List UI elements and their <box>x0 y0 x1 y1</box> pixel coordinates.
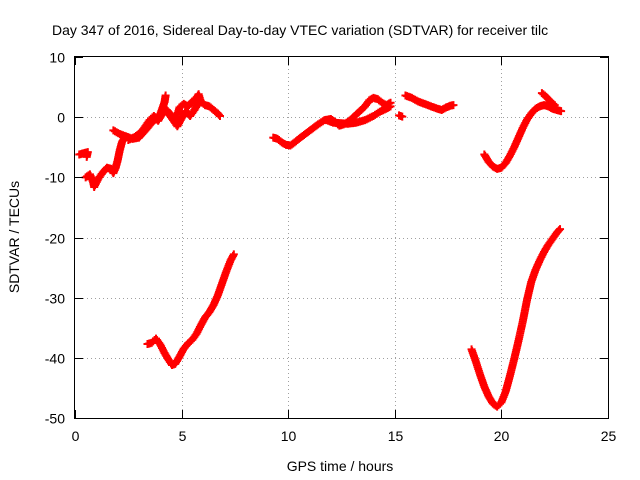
data-point <box>194 98 203 107</box>
y-tick-label: -10 <box>45 170 65 186</box>
data-point <box>554 226 563 235</box>
data-point <box>386 102 395 111</box>
y-tick-label: -50 <box>45 411 65 427</box>
y-tick-label: -20 <box>45 231 65 247</box>
grid-lines <box>75 57 608 418</box>
data-point <box>215 111 224 120</box>
x-tick-label: 20 <box>494 428 510 444</box>
x-axis-title: GPS time / hours <box>287 458 394 474</box>
x-tick-label: 10 <box>281 428 297 444</box>
x-tick-label: 25 <box>601 428 617 444</box>
y-tick-label: -30 <box>45 291 65 307</box>
data-points <box>75 89 566 411</box>
axis-ticks: 0 5 10 15 20 25 -50 -40 -30 -20 -10 0 10 <box>45 50 617 445</box>
data-point <box>449 101 458 110</box>
y-tick-label: 0 <box>57 110 65 126</box>
data-point <box>549 99 558 108</box>
data-point <box>214 110 223 119</box>
data-point <box>556 225 565 234</box>
x-tick-label: 15 <box>388 428 404 444</box>
data-point <box>82 152 91 161</box>
y-axis-title: SDTVAR / TECUs <box>6 181 22 293</box>
y-tick-label: -40 <box>45 351 65 367</box>
data-point <box>550 101 559 110</box>
data-point <box>161 91 170 100</box>
x-tick-label: 0 <box>72 428 80 444</box>
data-point <box>398 112 407 121</box>
data-point <box>229 250 238 259</box>
y-tick-label: 10 <box>49 50 65 66</box>
x-tick-label: 5 <box>179 428 187 444</box>
data-point <box>557 107 566 116</box>
plot-frame <box>74 56 609 419</box>
chart-title: Day 347 of 2016, Sidereal Day-to-day VTE… <box>52 22 548 38</box>
